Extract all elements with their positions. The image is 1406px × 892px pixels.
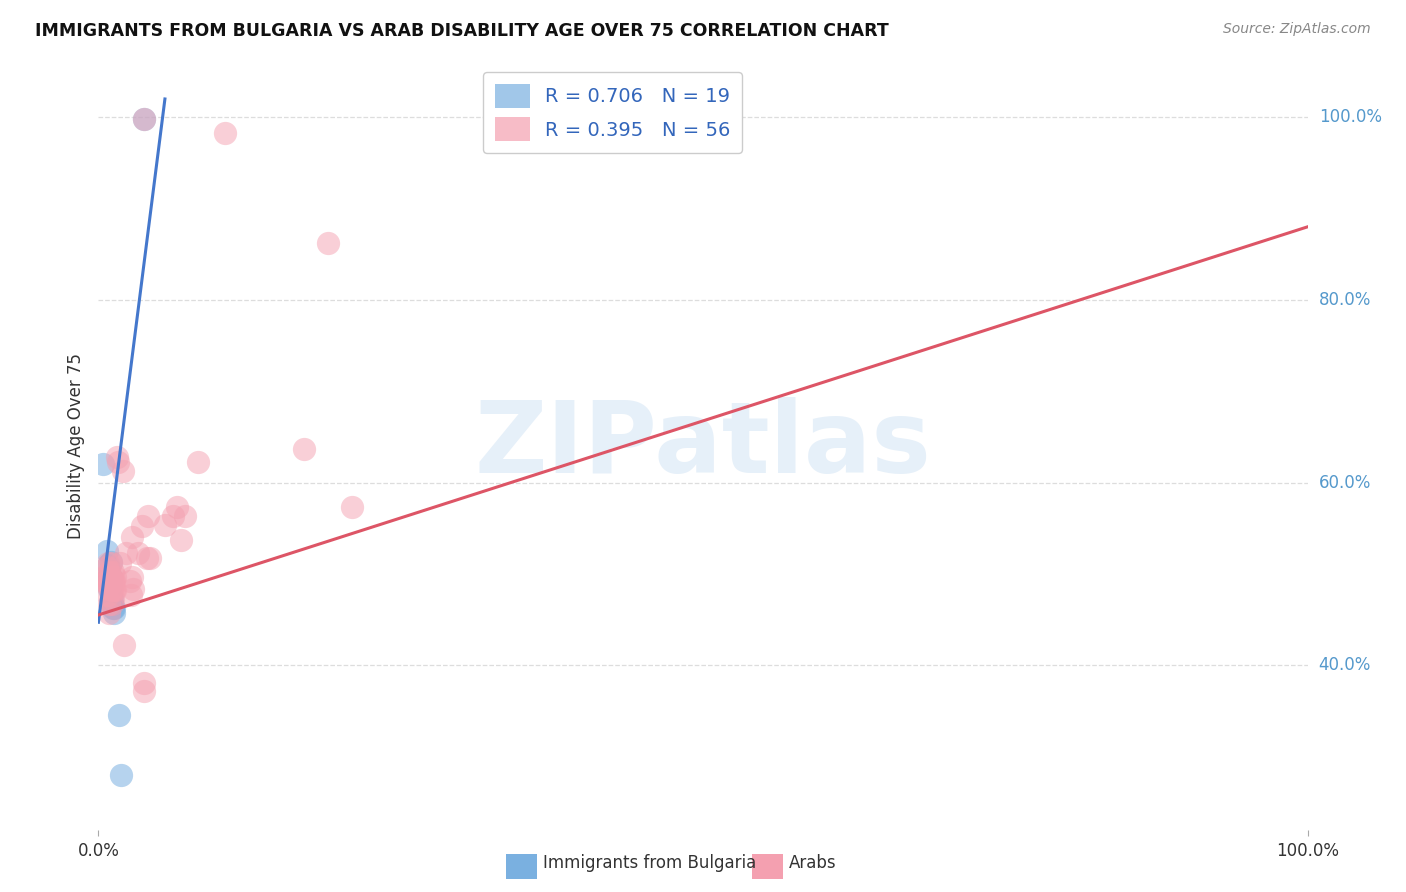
- Point: [122, 582, 145, 597]
- Point: [103, 600, 125, 615]
- Point: [98, 574, 121, 589]
- Point: [98, 579, 121, 593]
- Point: [100, 588, 122, 602]
- Point: [101, 574, 124, 589]
- Text: ZIPatlas: ZIPatlas: [475, 398, 931, 494]
- Point: [100, 556, 122, 570]
- Point: [139, 551, 162, 566]
- Point: [96, 574, 118, 589]
- Point: [292, 442, 315, 456]
- Point: [166, 500, 188, 515]
- Point: [214, 126, 236, 140]
- Point: [135, 551, 157, 566]
- Point: [100, 569, 122, 583]
- Point: [111, 464, 134, 478]
- Point: [108, 556, 131, 570]
- Point: [100, 597, 122, 611]
- Point: [174, 509, 197, 524]
- Point: [105, 450, 128, 464]
- Point: [103, 583, 125, 598]
- Point: [100, 569, 122, 583]
- Point: [98, 565, 121, 579]
- Point: [98, 606, 121, 620]
- Point: [98, 582, 121, 597]
- Text: 60.0%: 60.0%: [1319, 474, 1371, 491]
- Point: [96, 544, 118, 558]
- Point: [98, 574, 121, 588]
- Point: [93, 569, 115, 583]
- Point: [153, 518, 176, 533]
- Point: [97, 569, 120, 583]
- Point: [169, 533, 191, 547]
- Point: [97, 588, 120, 602]
- Point: [134, 683, 156, 698]
- Text: Immigrants from Bulgaria: Immigrants from Bulgaria: [543, 854, 756, 871]
- Point: [121, 569, 143, 583]
- Point: [342, 500, 364, 515]
- Point: [98, 597, 121, 611]
- Point: [316, 236, 339, 251]
- Point: [97, 558, 120, 572]
- Text: 40.0%: 40.0%: [1319, 657, 1371, 674]
- Point: [100, 597, 122, 611]
- Point: [136, 509, 159, 524]
- Point: [115, 546, 138, 560]
- Point: [98, 569, 121, 583]
- Point: [96, 560, 118, 574]
- Point: [127, 546, 149, 560]
- Point: [134, 112, 156, 126]
- Point: [108, 708, 131, 723]
- Point: [100, 574, 122, 589]
- Point: [103, 574, 125, 589]
- Point: [103, 606, 125, 620]
- Point: [187, 454, 209, 468]
- Point: [107, 454, 129, 468]
- Point: [162, 509, 184, 524]
- Point: [100, 591, 122, 606]
- Point: [91, 457, 114, 471]
- Point: [101, 600, 124, 615]
- Text: 80.0%: 80.0%: [1319, 291, 1371, 309]
- Y-axis label: Disability Age Over 75: Disability Age Over 75: [66, 353, 84, 539]
- Text: 100.0%: 100.0%: [1319, 108, 1382, 127]
- Point: [112, 638, 135, 652]
- Point: [118, 574, 141, 589]
- Point: [104, 569, 127, 583]
- Point: [97, 556, 120, 570]
- Point: [100, 583, 122, 598]
- Point: [134, 112, 156, 126]
- Point: [110, 768, 132, 782]
- Text: Arabs: Arabs: [789, 854, 837, 871]
- Point: [94, 575, 117, 590]
- Point: [100, 583, 122, 598]
- Text: Source: ZipAtlas.com: Source: ZipAtlas.com: [1223, 22, 1371, 37]
- Point: [97, 569, 120, 583]
- Point: [131, 519, 153, 533]
- Point: [120, 588, 142, 602]
- Point: [100, 574, 122, 589]
- Point: [101, 565, 124, 579]
- Text: IMMIGRANTS FROM BULGARIA VS ARAB DISABILITY AGE OVER 75 CORRELATION CHART: IMMIGRANTS FROM BULGARIA VS ARAB DISABIL…: [35, 22, 889, 40]
- Legend: R = 0.706   N = 19, R = 0.395   N = 56: R = 0.706 N = 19, R = 0.395 N = 56: [484, 72, 742, 153]
- Point: [100, 555, 122, 569]
- Point: [104, 583, 127, 598]
- Point: [100, 579, 122, 593]
- Point: [97, 579, 120, 593]
- Point: [121, 530, 143, 544]
- Point: [134, 676, 156, 690]
- Point: [101, 592, 124, 607]
